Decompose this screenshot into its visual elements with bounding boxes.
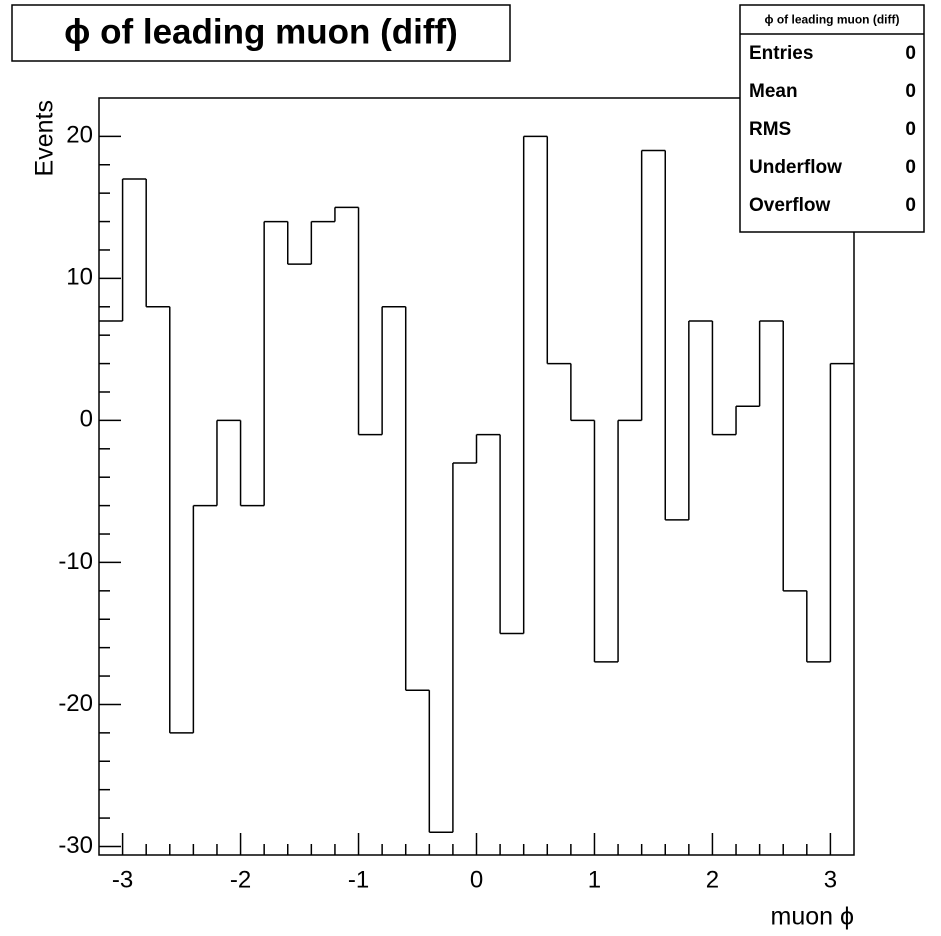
stats-value: 0 <box>905 81 916 102</box>
stats-box <box>739 4 925 233</box>
stats-value: 0 <box>905 119 916 140</box>
x-tick-label: 1 <box>588 866 601 893</box>
x-tick-label: 0 <box>470 866 483 893</box>
y-tick-label: -10 <box>58 548 93 575</box>
x-tick-label: -1 <box>348 866 369 893</box>
y-axis-label: Events <box>31 100 59 176</box>
x-tick-label: 2 <box>706 866 719 893</box>
y-tick-label: -20 <box>58 690 93 717</box>
x-tick-label: -2 <box>230 866 251 893</box>
stats-value: 0 <box>905 43 916 64</box>
stats-value: 0 <box>905 157 916 178</box>
stats-key: Overflow <box>749 195 831 216</box>
y-tick-label: 20 <box>66 122 93 149</box>
chart-title: ϕ of leading muon (diff) <box>64 12 458 51</box>
stats-title: ϕ of leading muon (diff) <box>765 13 900 27</box>
stats-key: Underflow <box>749 157 842 178</box>
x-tick-label: -3 <box>112 866 133 893</box>
stats-key: RMS <box>749 119 791 140</box>
x-axis-label: muon ϕ <box>771 903 854 931</box>
stats-key: Mean <box>749 81 798 102</box>
stats-value: 0 <box>905 195 916 216</box>
stats-key: Entries <box>749 43 813 64</box>
y-tick-label: 0 <box>80 406 93 433</box>
y-tick-label: -30 <box>58 832 93 859</box>
x-tick-label: 3 <box>824 866 837 893</box>
y-tick-label: 10 <box>66 264 93 291</box>
title-box <box>11 4 511 62</box>
